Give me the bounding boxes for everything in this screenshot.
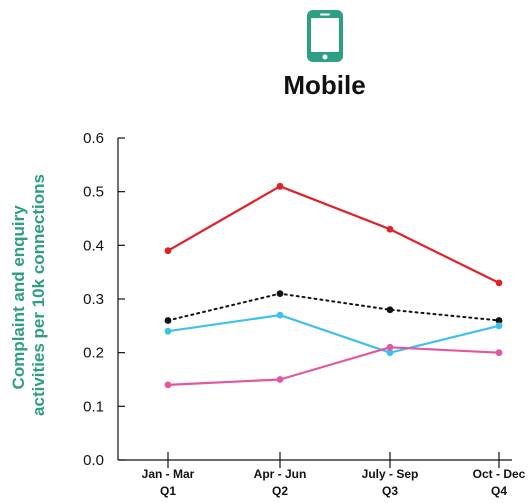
x-tick-label: July - Sep [362,467,419,481]
data-point [276,311,284,319]
series-line [167,185,500,284]
data-point [495,349,503,357]
y-tick-label: 0.3 [83,291,104,308]
x-ticks: Jan - Mar Q1 Apr - Jun Q2 July - Sep Q3 Oct - … [142,452,526,498]
x-tick-label: Q4 [491,484,507,498]
series-line [167,314,500,354]
series-group [164,182,503,389]
x-tick-label: Q2 [272,484,288,498]
data-point [276,290,284,298]
data-point [386,306,394,314]
chart-header: Mobile [0,0,531,120]
y-tick-label: 0.5 [83,184,104,201]
x-tick-label: Q1 [160,484,176,498]
data-point [495,317,503,324]
series-line [167,292,500,322]
y-ticks: 0.0 0.1 0.2 0.3 0.4 0.5 0.6 [83,130,125,469]
series-4 [164,343,503,389]
y-tick-label: 0.0 [83,452,104,469]
data-point [164,327,172,335]
y-axis-label: Complaint and enquiry activities per 10k… [9,174,48,416]
data-point [386,343,394,351]
y-axis-label-line-2: activities per 10k connections [29,174,48,416]
y-tick-label: 0.2 [83,345,104,362]
y-tick-label: 0.1 [83,398,104,415]
data-point [276,376,284,383]
y-tick-label: 0.4 [83,237,104,254]
mobile-phone-icon [307,10,343,62]
data-point [386,225,394,233]
x-tick-label: Apr - Jun [254,467,307,481]
data-point [164,317,172,324]
y-tick-label: 0.6 [83,130,104,147]
data-point [164,247,172,255]
series-1 [164,182,503,287]
data-point [495,322,503,330]
chart-title: Mobile [283,70,366,100]
x-tick-label: Q3 [382,484,398,498]
data-point [495,279,503,287]
series-3 [164,311,503,357]
y-axis-label-line-1: Complaint and enquiry [9,205,28,390]
series-line [167,346,500,386]
data-point [164,381,172,389]
x-tick-label: Jan - Mar [142,467,195,481]
data-point [386,349,394,357]
data-point [276,182,284,190]
series-2 [164,290,503,324]
x-tick-label: Oct - Dec [473,467,526,481]
